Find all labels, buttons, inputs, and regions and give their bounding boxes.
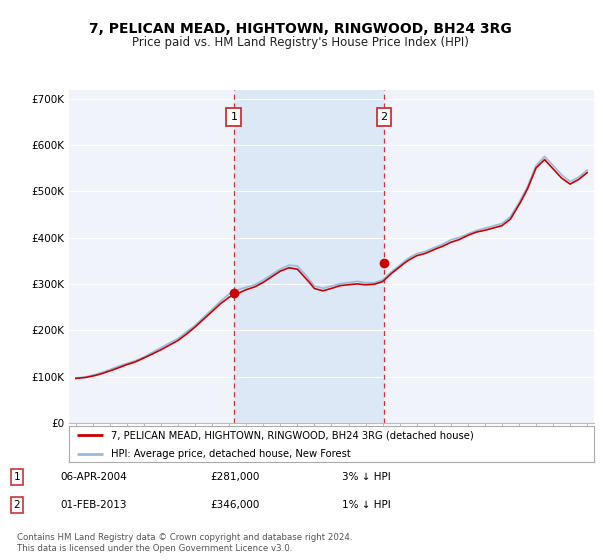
Text: 01-FEB-2013: 01-FEB-2013 <box>60 500 127 510</box>
Text: HPI: Average price, detached house, New Forest: HPI: Average price, detached house, New … <box>111 449 351 459</box>
Text: 1% ↓ HPI: 1% ↓ HPI <box>342 500 391 510</box>
Text: Price paid vs. HM Land Registry's House Price Index (HPI): Price paid vs. HM Land Registry's House … <box>131 36 469 49</box>
Text: £281,000: £281,000 <box>210 472 259 482</box>
Text: 7, PELICAN MEAD, HIGHTOWN, RINGWOOD, BH24 3RG: 7, PELICAN MEAD, HIGHTOWN, RINGWOOD, BH2… <box>89 22 511 36</box>
Text: 06-APR-2004: 06-APR-2004 <box>60 472 127 482</box>
Text: 3% ↓ HPI: 3% ↓ HPI <box>342 472 391 482</box>
Text: 1: 1 <box>230 113 238 123</box>
Text: 1: 1 <box>13 472 20 482</box>
Text: 2: 2 <box>13 500 20 510</box>
Text: 2: 2 <box>380 113 388 123</box>
Text: 7, PELICAN MEAD, HIGHTOWN, RINGWOOD, BH24 3RG (detached house): 7, PELICAN MEAD, HIGHTOWN, RINGWOOD, BH2… <box>111 431 474 440</box>
Text: £346,000: £346,000 <box>210 500 259 510</box>
Bar <box>234 90 384 423</box>
Text: Contains HM Land Registry data © Crown copyright and database right 2024.
This d: Contains HM Land Registry data © Crown c… <box>17 533 352 553</box>
